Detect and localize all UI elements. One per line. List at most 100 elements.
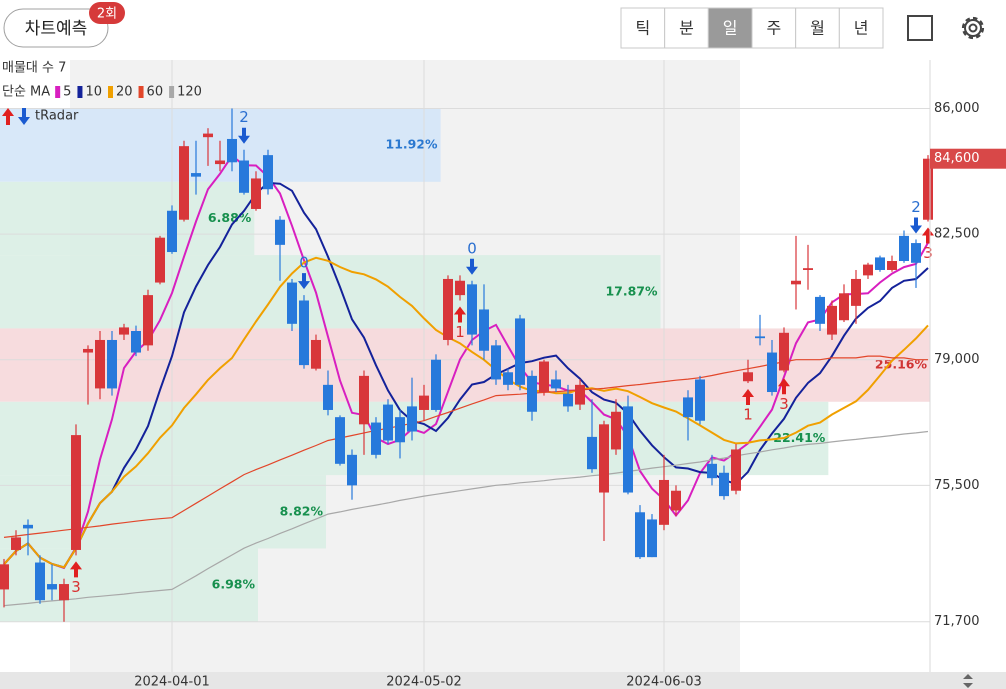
sell-label: 2 (239, 108, 249, 126)
sell-arrow (298, 273, 310, 290)
candle-body (419, 395, 429, 410)
candle-body (95, 339, 105, 389)
candle-body (827, 305, 837, 335)
x-tick-label: 2024-04-01 (134, 675, 210, 689)
legend-label: 5 (63, 85, 71, 100)
candle-body (719, 472, 729, 497)
profile-label: 6.88% (208, 210, 252, 225)
candle-body (683, 397, 693, 418)
legend-label: 10 (85, 85, 102, 100)
candle-body (539, 361, 549, 393)
candle-body (491, 345, 501, 380)
sell-arrow (910, 217, 922, 234)
profile-label: 25.16% (875, 357, 928, 372)
y-tick-label: 82,500 (934, 227, 980, 242)
candle-body (239, 160, 249, 193)
buy-arrow (922, 227, 934, 244)
candle-body (527, 375, 537, 412)
candle-body (743, 372, 753, 382)
gear-hub (968, 23, 978, 33)
y-tick-label: 79,000 (934, 352, 980, 367)
legend-swatch (55, 86, 61, 98)
candle-body (71, 435, 81, 550)
candle-body (767, 352, 777, 393)
candle-body (383, 404, 393, 441)
candle-body (851, 278, 861, 306)
gear-ring (964, 19, 982, 37)
candle-body (107, 339, 117, 389)
candle-body (779, 332, 789, 371)
predict-button[interactable] (3, 8, 109, 48)
profile-label: 11.92% (386, 137, 439, 152)
y-tick-label: 86,000 (934, 101, 980, 116)
y-tick-label: 71,700 (934, 614, 980, 629)
candle-body (899, 235, 909, 262)
candle-body (0, 564, 9, 590)
signals: 2 0 0 2 3 1 1 3 3 (70, 108, 934, 596)
period-button[interactable] (838, 7, 884, 49)
candle-body (695, 379, 705, 421)
candle-body (251, 178, 261, 209)
date-axis: 2024-04-01 2024-05-02 2024-06-03 (134, 675, 702, 689)
legend-label: 20 (116, 85, 133, 100)
candle-body (311, 339, 321, 369)
y-tick-label: 75,500 (934, 478, 980, 493)
candle-body (371, 422, 381, 455)
price-tag-label: 84,600 (934, 151, 980, 166)
gear-teeth (961, 16, 985, 40)
candle-body (299, 300, 309, 366)
predict-label: 차트예측 (25, 19, 88, 39)
candle-body (599, 424, 609, 493)
sell-arrow (466, 258, 478, 275)
ma-line (3, 430, 929, 607)
ma-line (3, 256, 929, 569)
candle-body (47, 584, 57, 590)
candle-body (611, 411, 621, 450)
buy-label: 1 (743, 406, 753, 424)
buy-arrow (742, 389, 754, 406)
candle-body (287, 282, 297, 324)
candle-body (503, 372, 513, 385)
candle-body (551, 379, 561, 389)
settings-icon[interactable] (961, 16, 985, 40)
candle-body (407, 406, 417, 432)
sell-arrow (238, 127, 250, 144)
legend-swatch (77, 86, 83, 98)
sell-label: 0 (299, 254, 309, 272)
candle-body (119, 327, 129, 335)
profile-band (0, 255, 661, 329)
period-button[interactable] (795, 7, 840, 49)
candle-body (191, 173, 201, 177)
x-tick-label: 2024-06-03 (626, 675, 702, 689)
candle-body (167, 210, 177, 253)
candle-body (815, 296, 825, 324)
scroll-icon[interactable] (963, 674, 973, 688)
buy-label: 3 (779, 395, 789, 413)
period-button[interactable] (751, 7, 797, 49)
buy-arrow (778, 378, 790, 395)
candle-body (623, 406, 633, 493)
legend-swatch (138, 86, 144, 98)
candle-body (59, 584, 69, 601)
badge-label: 2회 (97, 7, 117, 22)
candle-body (263, 155, 273, 190)
profile-label: 6.98% (212, 577, 256, 592)
candle-body (347, 454, 357, 486)
candle-body (275, 219, 285, 245)
profile-band (0, 181, 255, 256)
candle-body (203, 133, 213, 138)
radar-down-icon (18, 108, 30, 125)
candle-body (11, 537, 21, 550)
candle-body (923, 158, 933, 220)
candle-body (143, 295, 153, 346)
buy-label: 3 (923, 244, 933, 262)
candle-body (887, 261, 897, 270)
candle-body (587, 436, 597, 470)
profile-label: 22.41% (773, 430, 826, 445)
candle-body (635, 512, 645, 558)
period-label: 일 (723, 19, 738, 38)
fullscreen-icon[interactable] (907, 15, 933, 41)
sell-label: 0 (467, 239, 477, 257)
candle-body (755, 336, 765, 339)
